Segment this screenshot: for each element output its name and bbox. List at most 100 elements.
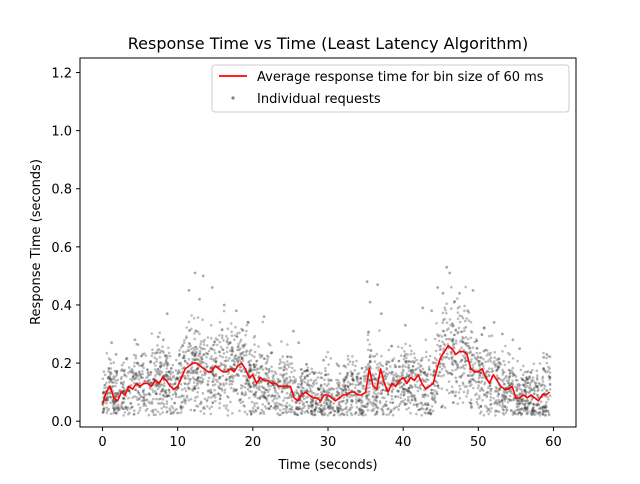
request-point	[218, 397, 222, 401]
request-point	[431, 393, 434, 396]
request-point	[383, 404, 387, 408]
request-point	[188, 329, 191, 332]
request-point	[327, 382, 330, 386]
request-point	[193, 337, 196, 341]
request-point	[531, 397, 534, 400]
request-point	[125, 356, 129, 360]
request-point	[375, 366, 379, 370]
request-point	[513, 373, 516, 377]
request-point	[419, 383, 422, 387]
request-point	[502, 394, 506, 398]
request-point	[310, 367, 314, 371]
request-point	[214, 372, 218, 376]
request-point	[218, 350, 221, 354]
request-point	[328, 406, 332, 409]
request-point	[150, 332, 154, 335]
request-point	[430, 388, 433, 392]
request-point	[451, 337, 455, 341]
request-point	[237, 399, 241, 402]
request-point	[341, 409, 344, 412]
request-point	[165, 402, 169, 406]
request-point	[483, 349, 487, 352]
request-point	[252, 384, 256, 387]
request-point	[187, 387, 191, 390]
request-point	[261, 320, 265, 324]
request-point	[521, 378, 524, 381]
request-point	[300, 407, 304, 411]
request-point	[502, 359, 506, 363]
request-point	[545, 401, 548, 404]
request-point	[195, 378, 198, 382]
request-point	[438, 365, 442, 369]
request-point	[136, 343, 140, 347]
request-point	[415, 358, 419, 362]
request-point	[478, 396, 481, 400]
request-point	[169, 412, 173, 416]
request-point	[476, 360, 480, 363]
request-point	[514, 378, 518, 382]
request-point	[419, 408, 422, 411]
request-point	[129, 402, 133, 406]
request-point	[407, 363, 411, 367]
request-point	[183, 338, 186, 342]
request-point	[375, 410, 379, 414]
request-point	[303, 411, 307, 414]
request-point	[184, 382, 187, 386]
request-point	[181, 405, 185, 409]
request-point	[375, 412, 379, 416]
request-point	[228, 379, 232, 383]
request-point	[274, 408, 278, 411]
request-point	[460, 374, 463, 378]
request-point	[271, 394, 274, 397]
request-point	[545, 389, 548, 392]
request-point	[436, 384, 440, 388]
request-point	[151, 388, 154, 391]
request-point	[201, 347, 205, 351]
request-point	[374, 403, 378, 407]
request-point	[124, 407, 127, 410]
request-point	[322, 406, 325, 410]
legend-box	[211, 64, 570, 113]
request-point	[423, 393, 426, 396]
request-point	[217, 392, 220, 396]
request-point	[136, 362, 139, 365]
request-point	[139, 376, 143, 379]
request-point	[126, 408, 129, 412]
request-point	[200, 360, 203, 363]
request-point	[300, 412, 304, 416]
request-point	[504, 411, 508, 414]
request-point	[230, 375, 234, 379]
request-point	[482, 364, 485, 368]
request-point	[387, 348, 391, 352]
request-point	[155, 370, 158, 373]
request-point	[337, 409, 341, 413]
y-tick-label: 0.4	[51, 299, 72, 314]
request-point	[498, 400, 501, 404]
request-point	[232, 363, 236, 367]
request-point	[407, 386, 411, 390]
request-point	[137, 403, 140, 406]
request-point	[508, 375, 512, 378]
request-point	[118, 408, 121, 411]
request-point	[525, 370, 528, 374]
request-point	[254, 384, 258, 387]
request-point	[262, 386, 265, 390]
request-point	[263, 396, 266, 400]
request-point	[255, 386, 259, 390]
request-point	[542, 405, 545, 409]
request-point	[218, 334, 221, 337]
request-point	[315, 402, 319, 405]
request-point	[313, 408, 317, 412]
request-point	[262, 392, 266, 396]
request-point	[441, 340, 444, 344]
request-point-outlier	[187, 289, 191, 292]
request-point	[544, 409, 547, 412]
request-point	[289, 407, 293, 411]
request-point	[528, 376, 531, 379]
request-point	[405, 402, 408, 406]
request-point	[407, 374, 411, 378]
request-point	[117, 407, 121, 411]
request-point	[408, 390, 412, 393]
request-point	[199, 370, 203, 373]
request-point	[320, 384, 323, 387]
